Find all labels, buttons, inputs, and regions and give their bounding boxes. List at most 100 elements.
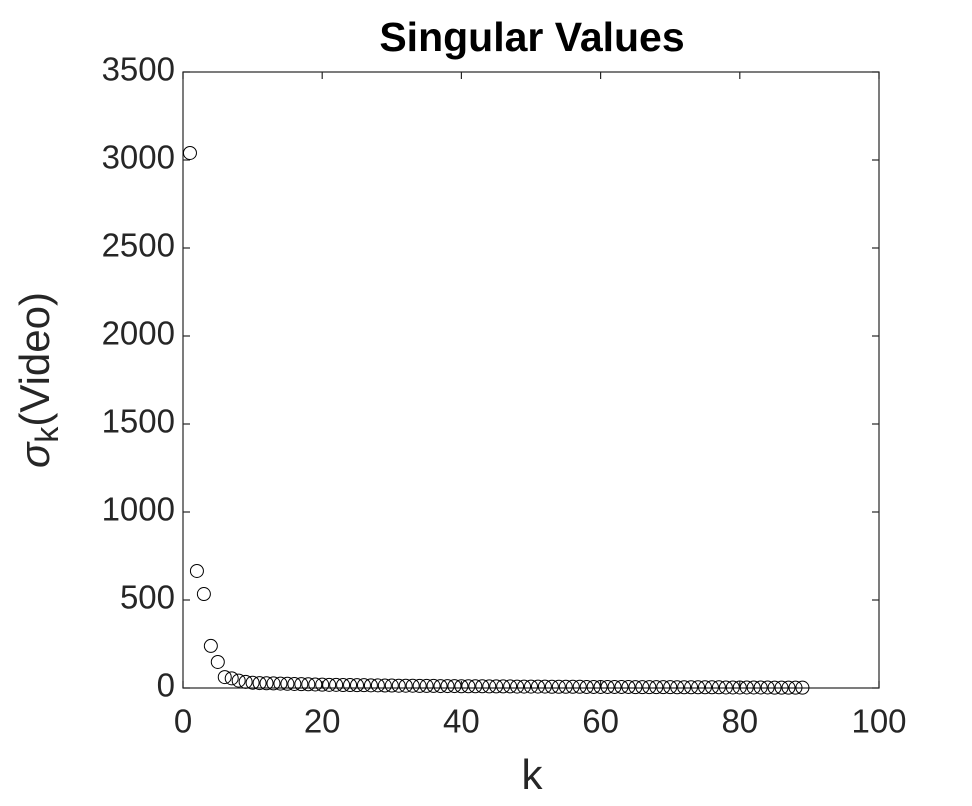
point [336, 678, 351, 693]
point [746, 680, 761, 695]
point [315, 677, 330, 692]
point [642, 680, 657, 695]
point [614, 679, 629, 694]
point [684, 680, 699, 695]
point [635, 680, 650, 695]
plot-frame [182, 71, 880, 689]
point [189, 563, 204, 578]
point [322, 677, 337, 692]
point [704, 680, 719, 695]
point [461, 679, 476, 694]
x-tick-label: 60 [582, 703, 619, 740]
y-tick-label: 1000 [102, 491, 175, 528]
point [447, 679, 462, 694]
point [468, 679, 483, 694]
point [245, 675, 260, 690]
y-tick-label: 3500 [102, 51, 175, 88]
point [329, 677, 344, 692]
y-tick-label: 2500 [102, 227, 175, 264]
point [670, 680, 685, 695]
chart-title: Singular Values [379, 14, 684, 60]
point [426, 678, 441, 693]
point [544, 679, 559, 694]
point [224, 671, 239, 686]
x-tick-label: 100 [851, 703, 906, 740]
point [753, 680, 768, 695]
point [454, 679, 469, 694]
point [537, 679, 552, 694]
point [732, 680, 747, 695]
point [565, 679, 580, 694]
point [489, 679, 504, 694]
y-label-symbol: σ [11, 441, 58, 468]
point [217, 670, 232, 685]
point [496, 679, 511, 694]
point [363, 678, 378, 693]
point [294, 677, 309, 692]
point [517, 679, 532, 694]
point [182, 145, 197, 160]
point [503, 679, 518, 694]
x-tick-label: 20 [304, 703, 341, 740]
x-tick-label: 0 [174, 703, 192, 740]
y-label-subscript: k [29, 426, 65, 443]
x-tick-label: 80 [721, 703, 758, 740]
point [649, 680, 664, 695]
point [718, 680, 733, 695]
point [343, 678, 358, 693]
point [280, 676, 295, 691]
y-tick-label: 1500 [102, 403, 175, 440]
point [433, 679, 448, 694]
point [656, 680, 671, 695]
point [398, 678, 413, 693]
point [788, 680, 803, 695]
point [593, 679, 608, 694]
point [739, 680, 754, 695]
point [210, 654, 225, 669]
point [384, 678, 399, 693]
point [551, 679, 566, 694]
point [628, 680, 643, 695]
point [586, 679, 601, 694]
point [579, 679, 594, 694]
y-tick-label: 2000 [102, 315, 175, 352]
point [530, 679, 545, 694]
point [607, 679, 622, 694]
point [252, 676, 267, 691]
point [266, 676, 281, 691]
point [698, 680, 712, 695]
point [308, 677, 323, 692]
y-tick-label: 0 [157, 667, 175, 704]
point [482, 679, 497, 694]
point [259, 676, 274, 691]
y-axis-label: σk(Video) [11, 292, 65, 468]
point [238, 674, 253, 689]
point [510, 679, 525, 694]
point [621, 679, 636, 694]
point [524, 679, 538, 694]
point [572, 679, 587, 694]
x-axis-label: k [522, 751, 544, 798]
point [370, 678, 385, 693]
point [711, 680, 726, 695]
point [558, 679, 573, 694]
point [475, 679, 490, 694]
point [273, 676, 288, 691]
point [350, 678, 364, 693]
point [391, 678, 406, 693]
point [377, 678, 392, 693]
point [760, 680, 775, 695]
y-tick-label: 3000 [102, 139, 175, 176]
point [203, 638, 218, 653]
point [196, 587, 211, 602]
point [677, 680, 692, 695]
point [356, 678, 371, 693]
point [412, 678, 427, 693]
point [440, 679, 455, 694]
y-label-text: (Video) [11, 292, 58, 427]
point [691, 680, 706, 695]
point [419, 678, 434, 693]
point [795, 680, 810, 695]
